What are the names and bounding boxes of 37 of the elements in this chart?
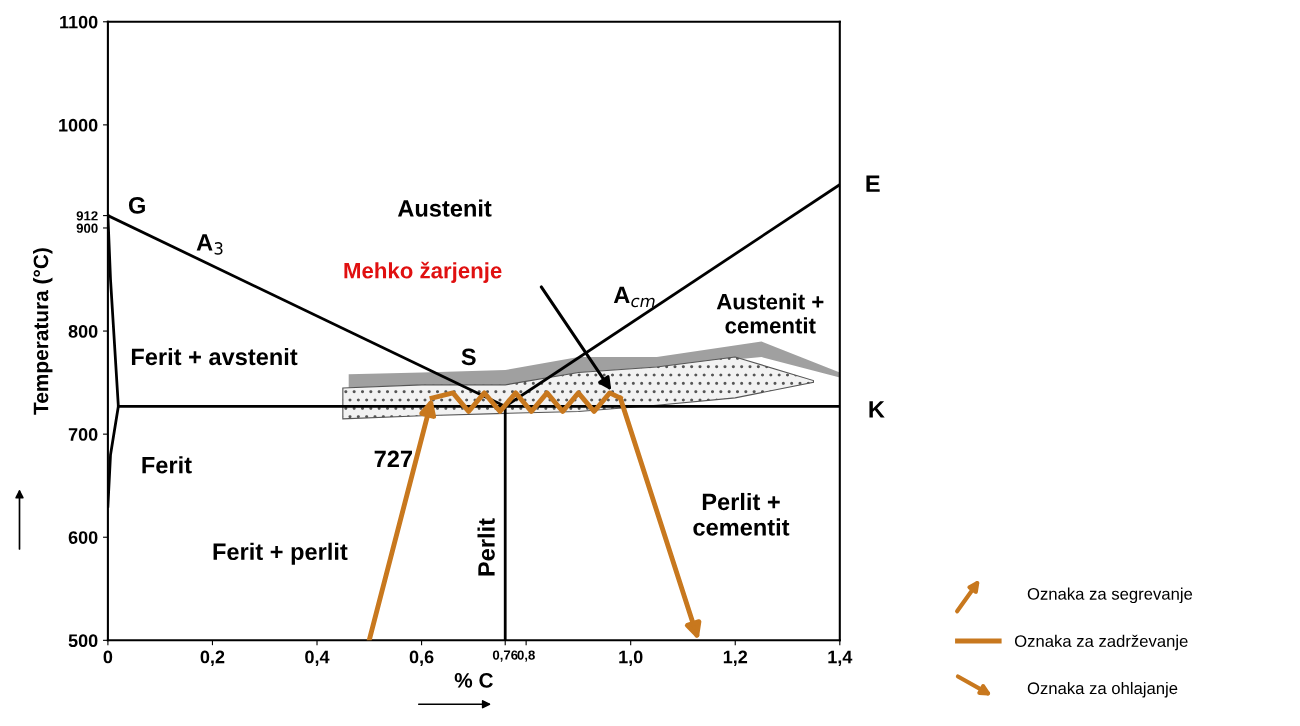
annotation: A$_{cm}$ [613, 286, 655, 308]
annotation: Ferit + avstenit [131, 347, 298, 366]
x-tick-label: 0,8 [517, 650, 535, 662]
annotation: Perlit + cementit [693, 492, 790, 536]
x-tick-label: 1,4 [828, 650, 853, 666]
y-tick-label: 1100 [60, 15, 98, 29]
x-tick-label: 0,76 [492, 650, 518, 662]
annotation: Perlit [477, 518, 495, 576]
y-axis-title: Temperatura (°C) [33, 248, 53, 415]
y-tick-label: 600 [68, 531, 98, 544]
x-tick-label: 1,2 [723, 650, 748, 666]
x-tick-label: 0,6 [409, 650, 434, 666]
annotation: G [128, 196, 145, 214]
y-tick-label: 912 [76, 211, 98, 221]
x-tick-label: 0,4 [305, 650, 330, 666]
text: K [869, 401, 885, 418]
x-tick-label: 0 [103, 650, 113, 664]
annotation: A$_{3}$ [196, 234, 223, 255]
x-tick-label: 0,2 [200, 650, 225, 666]
annotation: Ferit + perlit [213, 542, 348, 565]
y-tick-label: 500 [68, 634, 98, 648]
x-tick-label: 1,0 [619, 650, 643, 666]
y-tick-label: 800 [68, 324, 98, 338]
x-axis-title: % C [454, 672, 493, 688]
y-tick-label: 900 [76, 223, 98, 233]
y-tick-label: 700 [68, 428, 98, 441]
annotation: 727 [374, 450, 412, 468]
y-tick-label: 1000 [59, 118, 98, 132]
legend-label: Oznaka za zadrževanje [1014, 634, 1188, 651]
text: Oznaka za ohlajanje [1027, 681, 1178, 698]
annotation: S [461, 348, 476, 366]
annotation: Mehko žarjenje [344, 261, 502, 283]
text: E [866, 175, 880, 192]
annotation: Ferit [142, 456, 192, 474]
annotation: Austenit [397, 199, 492, 217]
annotation: Austenit + cementit [716, 293, 824, 334]
text: Oznaka za segrevanje [1027, 587, 1193, 604]
